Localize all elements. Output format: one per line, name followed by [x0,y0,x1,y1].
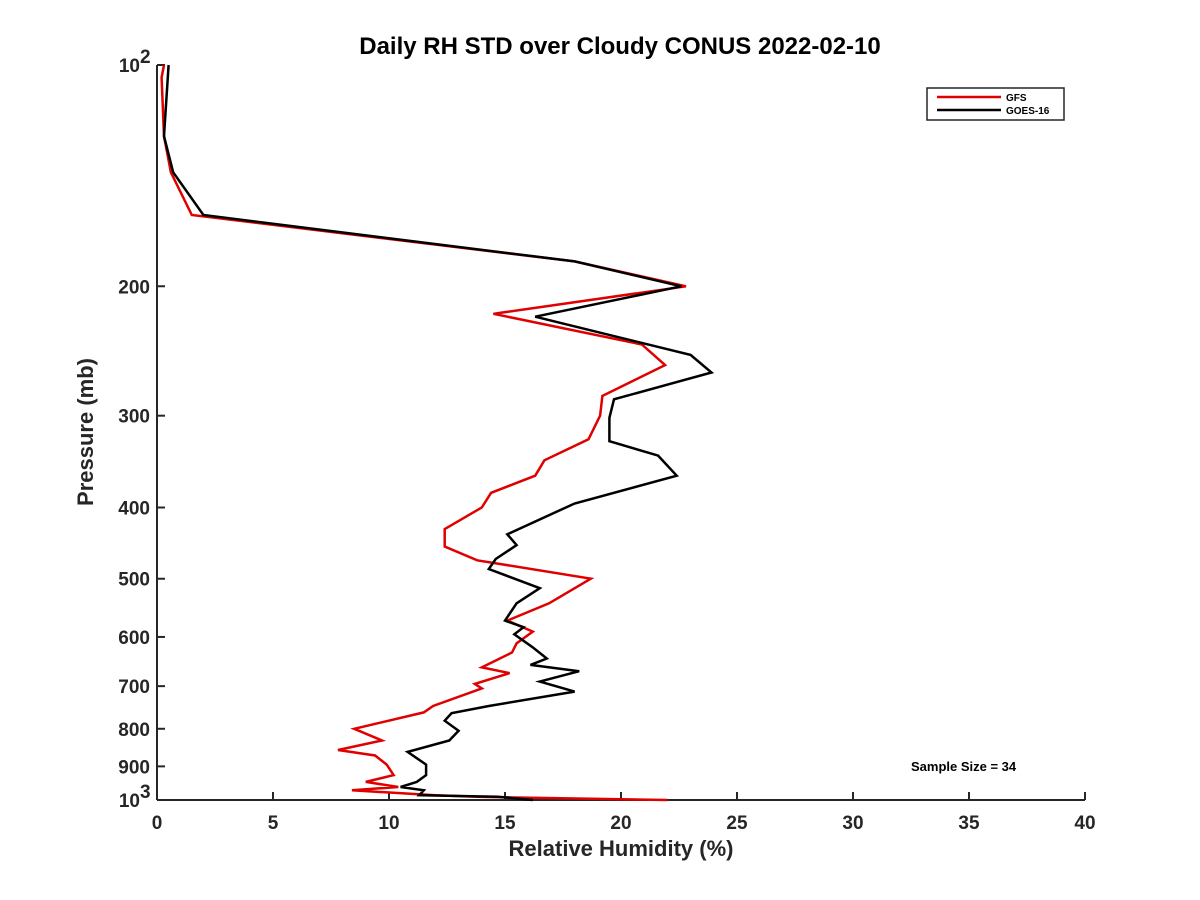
x-tick-label: 40 [1074,813,1095,834]
legend-label-gfs: GFS [1006,93,1027,104]
x-axis-label: Relative Humidity (%) [509,836,734,861]
y-tick-exponent: 3 [140,782,151,803]
x-tick-label: 15 [494,813,516,834]
x-tick-label: 5 [268,813,279,834]
y-tick-exponent: 2 [140,47,151,68]
series-line-gfs [160,64,687,802]
y-tick-label: 900 [118,757,150,778]
axes [156,65,1085,801]
x-tick-label: 10 [378,813,399,834]
series-layer [160,64,715,802]
x-tick-label: 35 [958,813,980,834]
y-tick-label: 700 [118,677,150,698]
y-tick-label: 500 [118,570,150,591]
y-tick-label: 10 [119,791,140,812]
legend-box [926,87,1065,121]
x-tick-label: 30 [842,813,863,834]
x-tick-label: 0 [152,813,163,834]
series-line-goes16 [162,64,715,802]
x-tick-label: 25 [726,813,748,834]
x-ticks: 0 5 10 15 20 25 30 35 40 [152,792,1096,834]
chart-title: Daily RH STD over Cloudy CONUS 2022-02-1… [359,33,881,60]
legend-label-goes16: GOES-16 [1006,106,1050,117]
y-tick-label: 400 [118,499,150,520]
y-axis-label: Pressure (mb) [73,358,98,506]
sample-size-annotation: Sample Size = 34 [911,759,1017,774]
x-tick-label: 20 [610,813,631,834]
y-tick-label: 10 [119,56,140,77]
y-tick-label: 800 [118,720,150,741]
y-tick-label: 300 [118,407,150,428]
y-tick-label: 200 [118,277,150,298]
legend: GFS GOES-16 [926,87,1065,121]
y-tick-label: 600 [118,628,150,649]
